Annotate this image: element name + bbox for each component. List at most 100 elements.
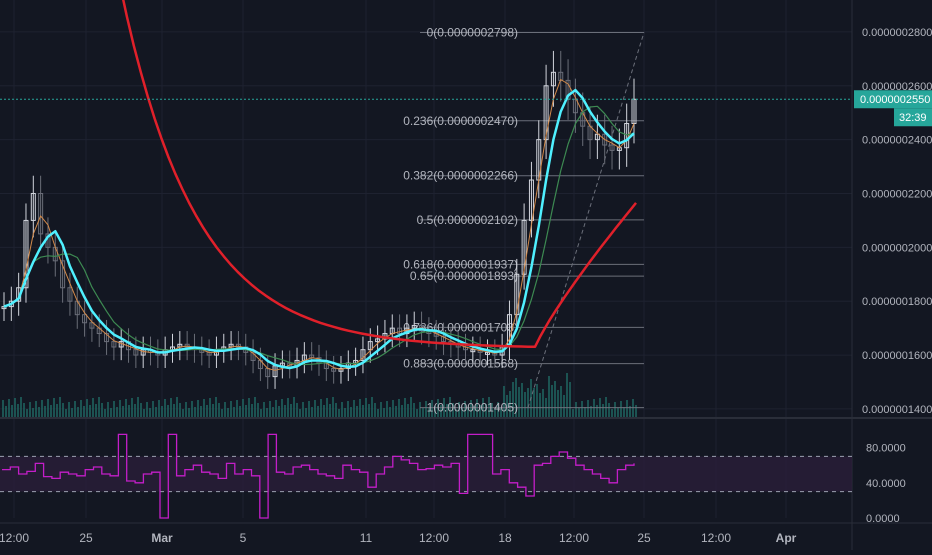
volume-bar: [374, 403, 376, 417]
candle-body: [60, 260, 66, 289]
fib-level-label: 0.883(0.0000001568): [403, 357, 518, 371]
volume-bar: [284, 405, 286, 417]
volume-bar: [419, 402, 421, 417]
volume-bar: [611, 409, 613, 417]
volume-bar: [44, 406, 46, 417]
volume-bar: [341, 402, 343, 417]
volume-bar: [242, 399, 244, 417]
countdown-tag: [894, 108, 932, 127]
volume-bar: [50, 405, 52, 417]
volume-bar: [239, 406, 241, 417]
time-axis-tick-label: 12:00: [701, 531, 731, 545]
volume-bar: [71, 408, 73, 417]
volume-bar: [404, 398, 406, 417]
fib-level-label: 0.236(0.0000002470): [403, 114, 518, 128]
price-axis-tick-label: 0.0000002800: [862, 27, 932, 39]
volume-bar: [59, 397, 61, 417]
volume-bar: [527, 388, 529, 417]
volume-bar: [389, 407, 391, 417]
price-axis-tick-label: 0.0000002400: [862, 135, 932, 147]
volume-bar: [296, 403, 298, 417]
rsi-band-fill: [0, 456, 852, 492]
volume-bar: [299, 409, 301, 417]
candle-body: [543, 85, 549, 141]
volume-bar: [278, 406, 280, 417]
time-axis-tick-label: 12:00: [559, 531, 589, 545]
fib-level-label: 0(0.0000002798): [427, 25, 518, 39]
volume-bar: [110, 408, 112, 417]
volume-bar: [233, 407, 235, 417]
volume-bar: [386, 401, 388, 417]
volume-bar: [185, 402, 187, 417]
volume-bar: [215, 397, 217, 417]
volume-bar: [548, 376, 550, 417]
volume-bar: [212, 404, 214, 417]
volume-bar: [338, 409, 340, 417]
volume-bar: [434, 406, 436, 417]
volume-bar: [590, 406, 592, 417]
candle-body: [441, 335, 447, 343]
volume-bar: [356, 406, 358, 417]
volume-bar: [266, 408, 268, 417]
volume-bar: [305, 408, 307, 417]
volume-bar: [23, 403, 25, 417]
volume-bar: [368, 404, 370, 417]
volume-bar: [140, 403, 142, 417]
volume-bar: [329, 404, 331, 417]
volume-bar: [398, 399, 400, 417]
volume-bar: [425, 401, 427, 417]
volume-bar: [347, 401, 349, 417]
volume-bar: [587, 400, 589, 417]
volume-bar: [479, 405, 481, 417]
volume-bar: [584, 407, 586, 417]
volume-bar: [86, 399, 88, 417]
volume-bar: [539, 393, 541, 417]
volume-bar: [248, 398, 250, 417]
volume-bar: [578, 408, 580, 417]
volume-bar: [29, 402, 31, 417]
volume-bar: [518, 387, 520, 417]
volume-bar: [431, 400, 433, 417]
volume-bar: [26, 409, 28, 417]
volume-bar: [182, 409, 184, 417]
volume-bar: [515, 378, 517, 417]
volume-bar: [308, 401, 310, 417]
volume-bar: [32, 408, 34, 417]
volume-bar: [38, 407, 40, 417]
volume-bar: [359, 399, 361, 417]
volume-bar: [134, 404, 136, 417]
volume-bar: [188, 408, 190, 417]
volume-bar: [614, 402, 616, 417]
time-axis-tick-label: Apr: [776, 531, 797, 545]
volume-bar: [608, 403, 610, 417]
volume-bar: [440, 405, 442, 417]
volume-bar: [380, 402, 382, 417]
volume-bar: [365, 398, 367, 417]
volume-bar: [563, 395, 565, 417]
volume-bar: [428, 407, 430, 417]
volume-bar: [116, 407, 118, 417]
volume-bar: [509, 391, 511, 417]
volume-bar: [401, 405, 403, 417]
fib-trend-line: [527, 32, 645, 408]
volume-bar: [173, 404, 175, 417]
volume-bar: [155, 407, 157, 417]
volume-bar: [485, 404, 487, 417]
volume-bar: [209, 398, 211, 417]
volume-bar: [446, 404, 448, 417]
candle-body: [338, 368, 344, 372]
volume-bar: [335, 403, 337, 417]
volume-bar: [14, 398, 16, 417]
volume-bar: [107, 402, 109, 417]
volume-bar: [149, 408, 151, 417]
volume-bar: [179, 403, 181, 417]
candle-body: [411, 324, 417, 329]
volume-bar: [176, 397, 178, 417]
volume-bar: [161, 406, 163, 417]
volume-bar: [392, 400, 394, 417]
rsi-line: [2, 433, 635, 519]
volume-bar: [407, 404, 409, 417]
volume-bar: [227, 408, 229, 417]
